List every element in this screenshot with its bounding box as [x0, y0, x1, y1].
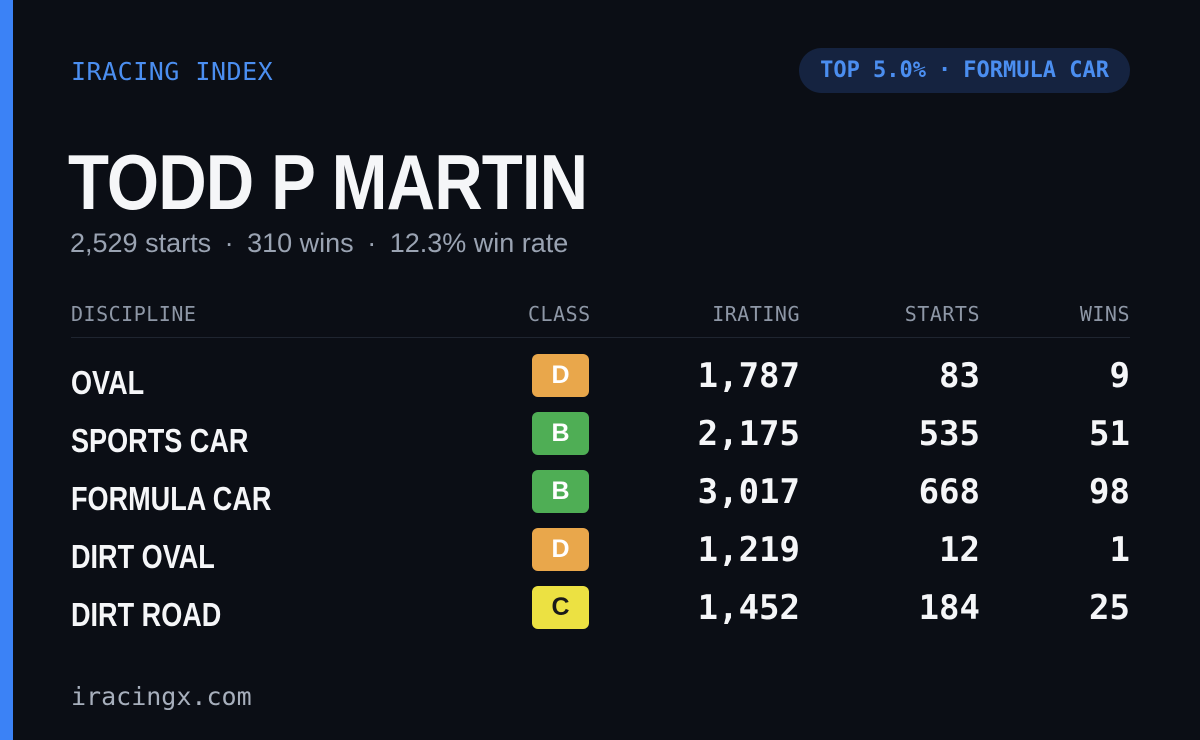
row-irating: 1,219: [697, 530, 800, 570]
row-irating: 1,452: [697, 588, 800, 628]
row-discipline: FORMULA CAR: [71, 480, 272, 517]
rank-percentile: TOP 5.0%: [820, 58, 927, 83]
row-discipline: DIRT OVAL: [71, 538, 215, 575]
table-row: DIRT ROAD C 1,452 184 25: [71, 582, 1130, 640]
class-badge: D: [532, 354, 589, 397]
row-wins: 1: [1109, 530, 1130, 570]
class-badge: D: [532, 528, 589, 571]
rank-badge: TOP 5.0% · FORMULA CAR: [799, 48, 1130, 93]
row-starts: 184: [918, 588, 980, 628]
row-starts: 668: [918, 472, 980, 512]
driver-name: TODD P MARTIN: [68, 138, 588, 226]
header-starts: STARTS: [904, 302, 980, 326]
row-wins: 25: [1089, 588, 1130, 628]
summary-win-rate: 12.3% win rate: [389, 228, 569, 258]
row-irating: 3,017: [697, 472, 800, 512]
row-starts: 12: [939, 530, 980, 570]
class-badge: C: [532, 586, 589, 629]
table-row: SPORTS CAR B 2,175 535 51: [71, 408, 1130, 466]
row-wins: 9: [1109, 356, 1130, 396]
rank-separator: ·: [938, 58, 952, 83]
header-wins: WINS: [1079, 302, 1130, 326]
summary-separator: ·: [367, 228, 377, 258]
row-discipline: SPORTS CAR: [71, 422, 249, 459]
summary-wins: 310 wins: [247, 228, 354, 258]
class-badge: B: [532, 470, 589, 513]
row-wins: 51: [1089, 414, 1130, 454]
table-row: OVAL D 1,787 83 9: [71, 350, 1130, 408]
rank-discipline: FORMULA CAR: [963, 58, 1109, 83]
row-irating: 2,175: [697, 414, 800, 454]
header-discipline: DISCIPLINE: [71, 302, 197, 326]
row-starts: 535: [918, 414, 980, 454]
header-class: CLASS: [528, 302, 591, 326]
header-irating: IRATING: [712, 302, 800, 326]
row-irating: 1,787: [697, 356, 800, 396]
table-row: DIRT OVAL D 1,219 12 1: [71, 524, 1130, 582]
summary-starts: 2,529 starts: [70, 228, 212, 258]
summary-separator: ·: [224, 228, 234, 258]
table-header: DISCIPLINE CLASS IRATING STARTS WINS: [71, 300, 1130, 338]
row-starts: 83: [939, 356, 980, 396]
row-discipline: DIRT ROAD: [71, 596, 222, 633]
row-wins: 98: [1089, 472, 1130, 512]
accent-bar: [0, 0, 13, 740]
discipline-table: OVAL D 1,787 83 9 SPORTS CAR B 2,175 535…: [71, 350, 1130, 640]
row-discipline: OVAL: [71, 364, 145, 401]
class-badge: B: [532, 412, 589, 455]
driver-summary: 2,529 starts · 310 wins · 12.3% win rate: [70, 228, 568, 259]
footer-site-link[interactable]: iracingx.com: [71, 682, 252, 711]
brand-title: IRACING INDEX: [71, 57, 274, 86]
table-row: FORMULA CAR B 3,017 668 98: [71, 466, 1130, 524]
